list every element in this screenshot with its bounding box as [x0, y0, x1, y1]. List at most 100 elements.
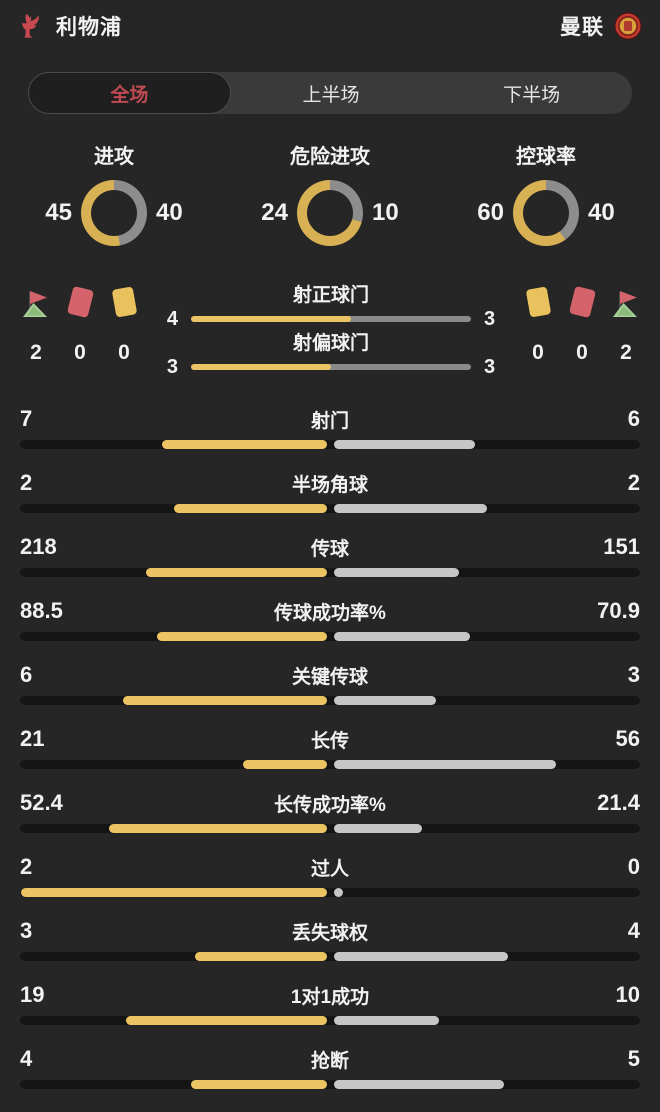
- red-card-icon: [66, 285, 94, 319]
- donut-chart: [81, 180, 147, 246]
- stat-away-value: 6: [627, 406, 640, 431]
- stat-home-value: 2: [20, 470, 33, 495]
- stat-bar-home: [109, 824, 327, 833]
- stat-bar-track: [20, 1016, 640, 1025]
- donut-group: 危险进攻 24 10: [222, 144, 438, 246]
- home-team-name: 利物浦: [56, 16, 122, 39]
- shot-bar-home-fill: [191, 364, 331, 370]
- stat-bar-away: [333, 440, 475, 449]
- stat-bar-away: [333, 1016, 440, 1025]
- stat-label: 射门: [310, 410, 350, 432]
- stat-row: 7 射门 6: [0, 406, 660, 449]
- stat-home-value: 218: [20, 534, 57, 559]
- stat-bar-home: [126, 1016, 327, 1025]
- stat-row: 2 半场角球 2: [0, 470, 660, 513]
- discipline-group-away: 0 0 2: [510, 284, 660, 365]
- stat-bar-track: [20, 760, 640, 769]
- stat-row: 2 过人 0: [0, 854, 660, 897]
- discipline-value: 0: [118, 341, 130, 364]
- discipline-value: 0: [74, 341, 86, 364]
- stat-label: 1对1成功: [290, 986, 370, 1008]
- stat-bar-track: [20, 440, 640, 449]
- shot-away-value: 3: [484, 307, 496, 330]
- stat-label: 丢失球权: [291, 922, 369, 944]
- stat-label: 半场角球: [291, 474, 369, 496]
- tab-active[interactable]: 全场: [28, 72, 231, 114]
- stat-away-value: 56: [615, 726, 640, 751]
- donut-section: 进攻 45 40 危险进攻 24 10 控球率 60 40: [0, 144, 660, 246]
- match-header: 利物浦 曼联: [0, 0, 660, 42]
- donut-title: 危险进攻: [290, 146, 370, 168]
- stat-home-value: 2: [20, 854, 33, 879]
- stat-away-value: 151: [603, 534, 640, 559]
- stats-list: 7 射门 6 2 半场角球 2 218 传球 151 88.5: [0, 406, 660, 1089]
- stat-bar-away: [333, 696, 436, 705]
- stat-away-value: 4: [627, 918, 640, 943]
- stat-bar-home: [161, 440, 327, 449]
- yellow-card-icon: [525, 286, 551, 318]
- stat-bar-track: [20, 632, 640, 641]
- stat-away-value: 70.9: [597, 598, 640, 623]
- stat-home-value: 52.4: [20, 790, 63, 815]
- period-tabs: 全场 上半场 下半场: [28, 72, 632, 114]
- stat-home-value: 7: [20, 406, 33, 431]
- discipline-value: 0: [576, 341, 588, 364]
- stat-bar-away: [333, 504, 487, 513]
- donut-group: 控球率 60 40: [438, 144, 654, 246]
- stat-bar-away: [333, 632, 470, 641]
- stat-row: 218 传球 151: [0, 534, 660, 577]
- stat-bar-track: [20, 888, 640, 897]
- shot-away-value: 3: [484, 355, 496, 378]
- stat-away-value: 21.4: [597, 790, 640, 815]
- stat-bar-away: [333, 888, 343, 897]
- shot-row: 射正球门 4 3: [152, 284, 510, 332]
- manchester-united-crest-icon: [614, 11, 642, 41]
- stat-home-value: 6: [20, 662, 33, 687]
- discipline-value: 0: [532, 341, 544, 364]
- stat-label: 长传成功率%: [274, 794, 386, 816]
- shot-label: 射正球门: [292, 285, 369, 306]
- corner-flag-icon: [610, 288, 642, 325]
- stat-bar-track: [20, 1080, 640, 1089]
- shot-rows: 射正球门 4 3 射偏球门 3 3: [152, 284, 510, 380]
- stat-label: 抢断: [310, 1050, 350, 1072]
- stat-away-value: 10: [615, 982, 640, 1007]
- stat-bar-home: [190, 1080, 327, 1089]
- tab-item[interactable]: 下半场: [503, 84, 561, 106]
- stat-bar-track: [20, 824, 640, 833]
- stat-bar-away: [333, 824, 423, 833]
- shot-bar: [191, 364, 471, 370]
- stat-bar-home: [122, 696, 327, 705]
- stat-bar-home: [243, 760, 327, 769]
- tab-item[interactable]: 上半场: [302, 84, 360, 106]
- stat-label: 传球成功率%: [274, 602, 386, 624]
- stat-row: 19 1对1成功 10: [0, 982, 660, 1025]
- stat-row: 6 关键传球 3: [0, 662, 660, 705]
- stat-bar-away: [333, 568, 459, 577]
- stat-label: 关键传球: [291, 666, 369, 688]
- donut-title: 控球率: [516, 146, 576, 168]
- donut-away-value: 40: [588, 199, 615, 226]
- donut-away-value: 40: [156, 199, 183, 226]
- away-team: 曼联: [560, 11, 642, 41]
- stat-row: 4 抢断 5: [0, 1046, 660, 1089]
- stat-label: 传球: [310, 538, 350, 560]
- donut-group: 进攻 45 40: [6, 144, 222, 246]
- donut-home-value: 45: [45, 199, 72, 226]
- stat-bar-home: [145, 568, 327, 577]
- away-team-name: 曼联: [560, 16, 604, 39]
- donut-home-value: 24: [261, 199, 288, 226]
- shot-home-value: 3: [166, 355, 178, 378]
- liverpool-crest-icon: [18, 11, 46, 41]
- stat-bar-away: [333, 1080, 504, 1089]
- stat-bar-track: [20, 568, 640, 577]
- stat-home-value: 21: [20, 726, 45, 751]
- red-card-icon: [568, 285, 596, 319]
- discipline-group-home: 2 0 0: [0, 284, 152, 365]
- donut-chart: [513, 180, 579, 246]
- stat-row: 88.5 传球成功率% 70.9: [0, 598, 660, 641]
- discipline-shots-section: 2 0 0 射正球门 4 3 射偏球门 3 3 0 0 2: [0, 284, 660, 380]
- stat-home-value: 19: [20, 982, 45, 1007]
- stat-bar-track: [20, 696, 640, 705]
